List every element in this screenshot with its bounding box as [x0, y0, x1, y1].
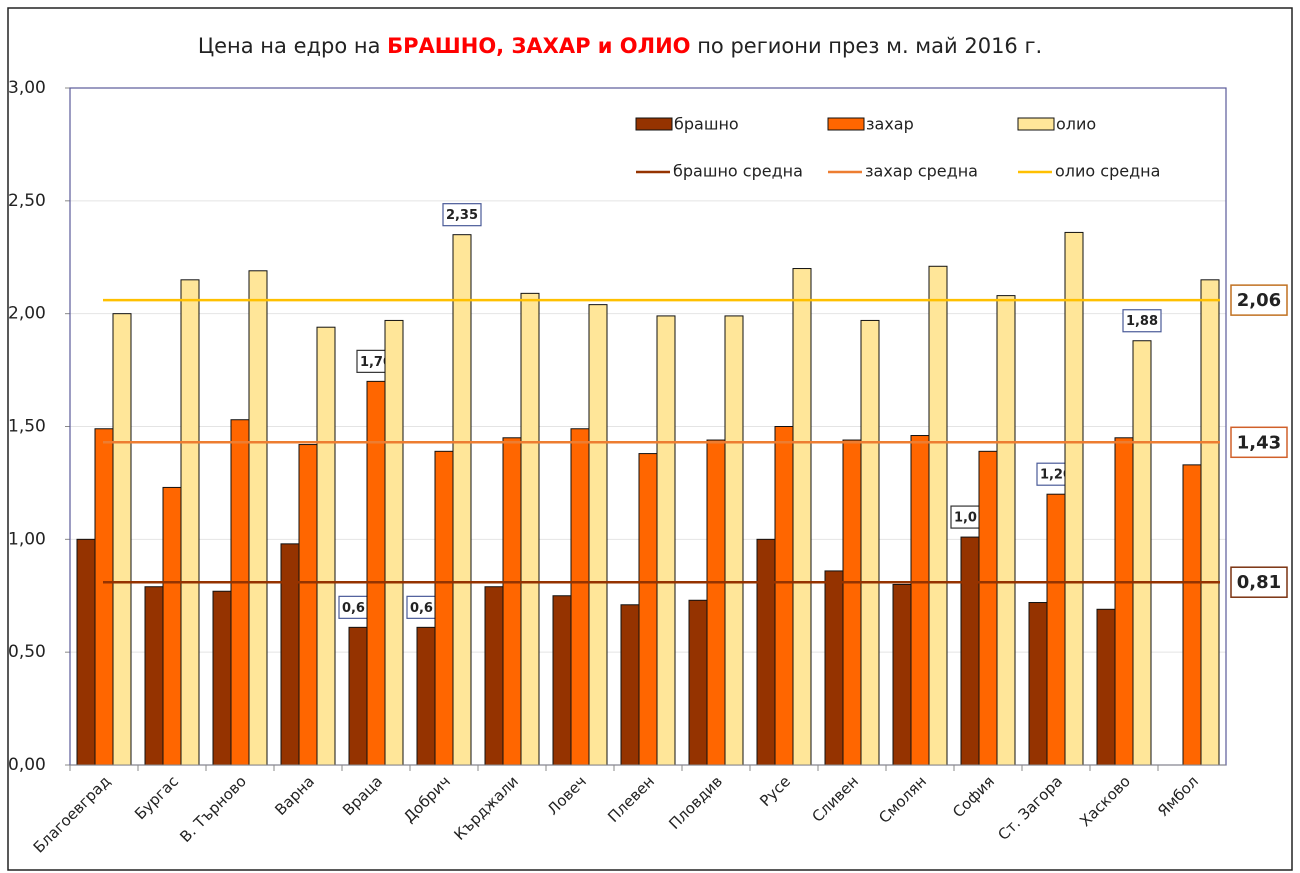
- bar: [860, 319, 880, 766]
- bar: [656, 315, 676, 766]
- bar: [1132, 340, 1152, 766]
- bar: [162, 486, 182, 766]
- value-label: 0,61: [342, 601, 374, 616]
- average-label-box: [1230, 566, 1288, 598]
- title-part: по региони през м. май 2016 г.: [691, 34, 1043, 58]
- bar: [1200, 279, 1220, 766]
- value-label: 0,61: [410, 601, 442, 616]
- y-tick-label: 2,00: [8, 304, 46, 324]
- bar: [688, 599, 708, 766]
- bar: [588, 304, 608, 766]
- bar: [638, 453, 658, 766]
- bar: [180, 279, 200, 766]
- bar: [452, 234, 472, 766]
- bar: [892, 583, 912, 766]
- bar: [348, 626, 368, 766]
- bar: [94, 428, 114, 766]
- bar: [76, 538, 96, 766]
- legend-label: олио средна: [1055, 162, 1160, 181]
- average-label: 0,81: [1237, 572, 1281, 593]
- bar: [298, 444, 318, 766]
- bar: [384, 319, 404, 766]
- bar: [416, 626, 436, 766]
- bar: [960, 536, 980, 766]
- value-label: 1,70: [360, 355, 392, 370]
- legend-label: захар: [866, 115, 914, 134]
- bar: [248, 270, 268, 766]
- legend-label: брашно средна: [673, 162, 803, 181]
- bar: [824, 570, 844, 766]
- chart-title: Цена на едро на БРАШНО, ЗАХАР и ОЛИО по …: [198, 34, 1042, 58]
- legend-swatch: [635, 117, 673, 131]
- bar: [484, 586, 504, 766]
- bar: [112, 313, 132, 766]
- y-tick-label: 3,00: [8, 78, 46, 98]
- bar: [706, 439, 726, 766]
- bar: [144, 586, 164, 766]
- bar: [756, 538, 776, 766]
- y-tick-label: 1,50: [8, 417, 46, 437]
- average-label: 2,06: [1237, 290, 1281, 311]
- y-tick-label: 0,00: [8, 755, 46, 775]
- y-tick-label: 0,50: [8, 642, 46, 662]
- bar: [316, 326, 336, 766]
- bar: [928, 265, 948, 766]
- legend-swatch: [827, 117, 865, 131]
- y-tick-label: 2,50: [8, 191, 46, 211]
- value-label-box: [442, 203, 482, 227]
- value-label: 1,01: [954, 511, 986, 526]
- bar: [212, 590, 232, 766]
- bar: [366, 380, 386, 766]
- average-label: 1,43: [1237, 432, 1281, 453]
- average-label-box: [1230, 426, 1288, 459]
- bar: [620, 604, 640, 766]
- legend-label: захар средна: [865, 162, 978, 181]
- title-highlight: БРАШНО, ЗАХАР и ОЛИО: [387, 34, 690, 58]
- title-part: Цена на едро на: [198, 34, 387, 58]
- bar: [792, 268, 812, 766]
- value-label: 2,35: [446, 208, 478, 223]
- bar: [520, 292, 540, 766]
- y-tick-label: 1,00: [8, 529, 46, 549]
- value-label-box: [1122, 309, 1162, 333]
- bar: [1046, 493, 1066, 766]
- value-label: 1,20: [1040, 468, 1072, 483]
- bar: [842, 439, 862, 766]
- bar: [1028, 602, 1048, 766]
- bar: [502, 437, 522, 766]
- bar: [1114, 437, 1134, 766]
- legend-label: брашно: [674, 115, 739, 134]
- bar: [978, 450, 998, 766]
- bar: [434, 450, 454, 766]
- bar: [1182, 464, 1202, 766]
- value-label: 1,88: [1126, 314, 1158, 329]
- legend-swatch: [1017, 117, 1055, 131]
- bar: [230, 419, 250, 766]
- bar: [1064, 231, 1084, 766]
- bar: [280, 543, 300, 766]
- bar: [552, 595, 572, 766]
- bar: [910, 435, 930, 766]
- average-label-box: [1230, 284, 1288, 316]
- bar: [774, 426, 794, 766]
- legend-label: олио: [1056, 115, 1096, 134]
- bar: [570, 428, 590, 766]
- bar: [1096, 608, 1116, 766]
- bar: [996, 295, 1016, 766]
- bar: [724, 315, 744, 766]
